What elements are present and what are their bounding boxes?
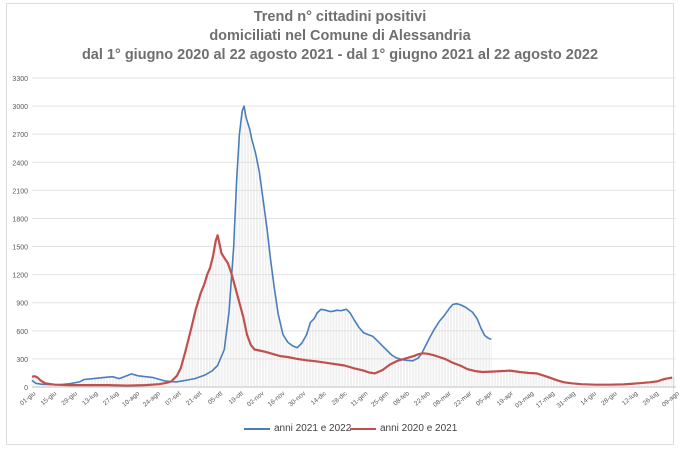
x-tick-label: 29-giu (60, 390, 79, 407)
x-tick-label: 22-feb (413, 390, 432, 407)
x-tick-label: 12-lug (621, 390, 640, 407)
y-tick-label: 300 (16, 357, 28, 364)
chart-title-line-1: Trend n° cittadini positivi (253, 9, 427, 25)
y-tick-label: 900 (16, 301, 28, 308)
chart-title: Trend n° cittadini positivi domiciliati … (0, 8, 680, 65)
x-tick-label: 22-mar (453, 390, 474, 409)
x-tick-label: 27-lug (102, 390, 121, 407)
x-tick-label: 17-mag (535, 390, 557, 410)
x-tick-label: 19-apr (496, 390, 516, 408)
x-tick-label: 08-feb (392, 390, 411, 407)
legend-item-series-1: anni 2021 e 2022 (244, 423, 351, 434)
x-tick-label: 24-ago (142, 390, 162, 409)
x-tick-label: 07-set (164, 390, 182, 407)
x-tick-label: 11-gen (350, 390, 370, 408)
x-tick-label: 14-dic (310, 390, 329, 407)
x-tick-label: 03-mag (514, 390, 536, 410)
x-tick-label: 14-giu (579, 390, 598, 407)
x-tick-label: 30-nov (287, 390, 307, 409)
x-tick-label: 05-apr (475, 390, 495, 408)
y-tick-label: 2700 (12, 132, 28, 139)
y-tick-label: 1200 (12, 273, 28, 280)
x-tick-label: 26-lug (642, 390, 661, 407)
x-tick-label: 16-nov (267, 390, 287, 409)
x-tick-label: 25-gen (370, 390, 390, 409)
y-tick-label: 1800 (12, 216, 28, 223)
x-tick-label: 09-ago (661, 390, 680, 409)
y-tick-label: 2100 (12, 188, 28, 195)
y-tick-label: 3000 (12, 104, 28, 111)
legend-label-series-2: anni 2020 e 2021 (380, 423, 458, 434)
legend-swatch-series-1 (244, 427, 270, 430)
y-tick-label: 0 (24, 385, 28, 392)
y-tick-label: 3300 (12, 76, 28, 83)
x-tick-label: 10-ago (121, 390, 141, 409)
x-tick-label: 13-lug (81, 390, 100, 407)
x-tick-label: 02-nov (246, 390, 266, 409)
chart-legend: anni 2021 e 2022 anni 2020 e 2021 (0, 423, 680, 439)
y-tick-label: 2400 (12, 160, 28, 167)
x-tick-label: 15-giu (40, 390, 59, 407)
chart-title-line-3: dal 1° giugno 2020 al 22 agosto 2021 - d… (81, 47, 599, 63)
y-tick-label: 1500 (12, 245, 28, 252)
x-tick-label: 21-set (185, 390, 203, 407)
x-tick-label: 28-giu (600, 390, 619, 407)
x-tick-label: 01-giu (19, 390, 38, 407)
y-tick-label: 600 (16, 329, 28, 336)
legend-label-series-1: anni 2021 e 2022 (274, 423, 352, 434)
x-tick-label: 31-mag (556, 390, 578, 410)
x-tick-label: 08-mar (432, 390, 453, 409)
legend-item-series-2: anni 2020 e 2021 (350, 423, 457, 434)
legend-swatch-series-2 (350, 427, 376, 430)
x-tick-label: 05-ott (207, 390, 224, 406)
chart-frame (6, 3, 674, 445)
series-line-2 (31, 234, 673, 387)
chart-title-line-2: domiciliati nel Comune di Alessandria (209, 28, 471, 44)
x-tick-label: 28-dic (331, 390, 350, 407)
x-tick-label: 19-ott (228, 390, 245, 406)
series-line-1 (31, 105, 492, 386)
